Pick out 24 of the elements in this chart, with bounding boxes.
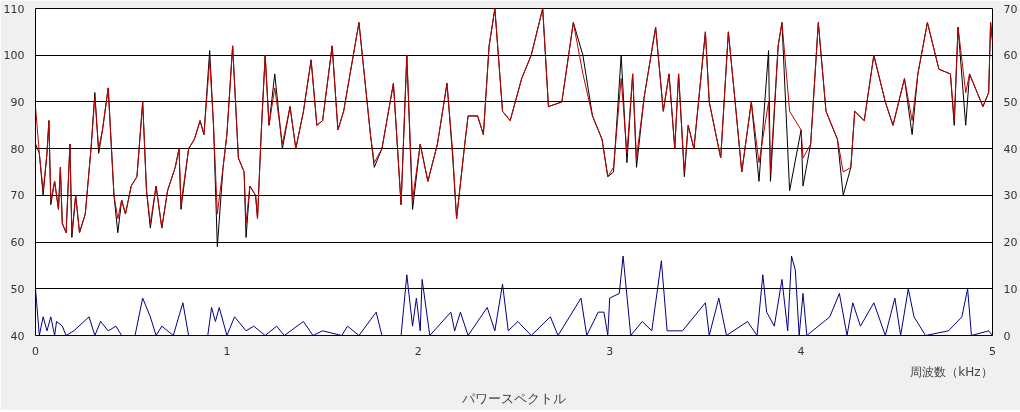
y-tick-label: 80: [10, 142, 25, 156]
x-tick-label: 0: [32, 344, 39, 358]
y-tick-label: 110: [3, 2, 25, 16]
x-tick-label: 5: [989, 344, 996, 358]
y-tick-label: 90: [10, 95, 25, 109]
y2-tick-label: 40: [1003, 142, 1018, 156]
x-tick-label: 4: [797, 344, 805, 358]
x-axis-title: 周波数（kHz）: [910, 364, 993, 379]
y-tick-label: 100: [3, 49, 25, 63]
x-tick-label: 1: [223, 344, 231, 358]
y2-tick-label: 20: [1003, 236, 1018, 250]
text: パワースペクトル: [461, 390, 566, 406]
y2-tick-label: 50: [1003, 95, 1018, 109]
y2-tick-label: 30: [1003, 189, 1018, 203]
x-tick-label: 2: [414, 344, 422, 358]
y-tick-label: 50: [10, 282, 25, 296]
y-tick-label: 70: [10, 189, 25, 203]
y-tick-label: 40: [10, 329, 25, 343]
y2-tick-label: 60: [1003, 49, 1018, 63]
y2-tick-label: 0: [1003, 329, 1011, 343]
y2-tick-label: 10: [1003, 282, 1018, 296]
y2-tick-label: 70: [1003, 2, 1018, 16]
y-tick-label: 60: [10, 236, 25, 250]
x-tick-label: 3: [606, 344, 614, 358]
